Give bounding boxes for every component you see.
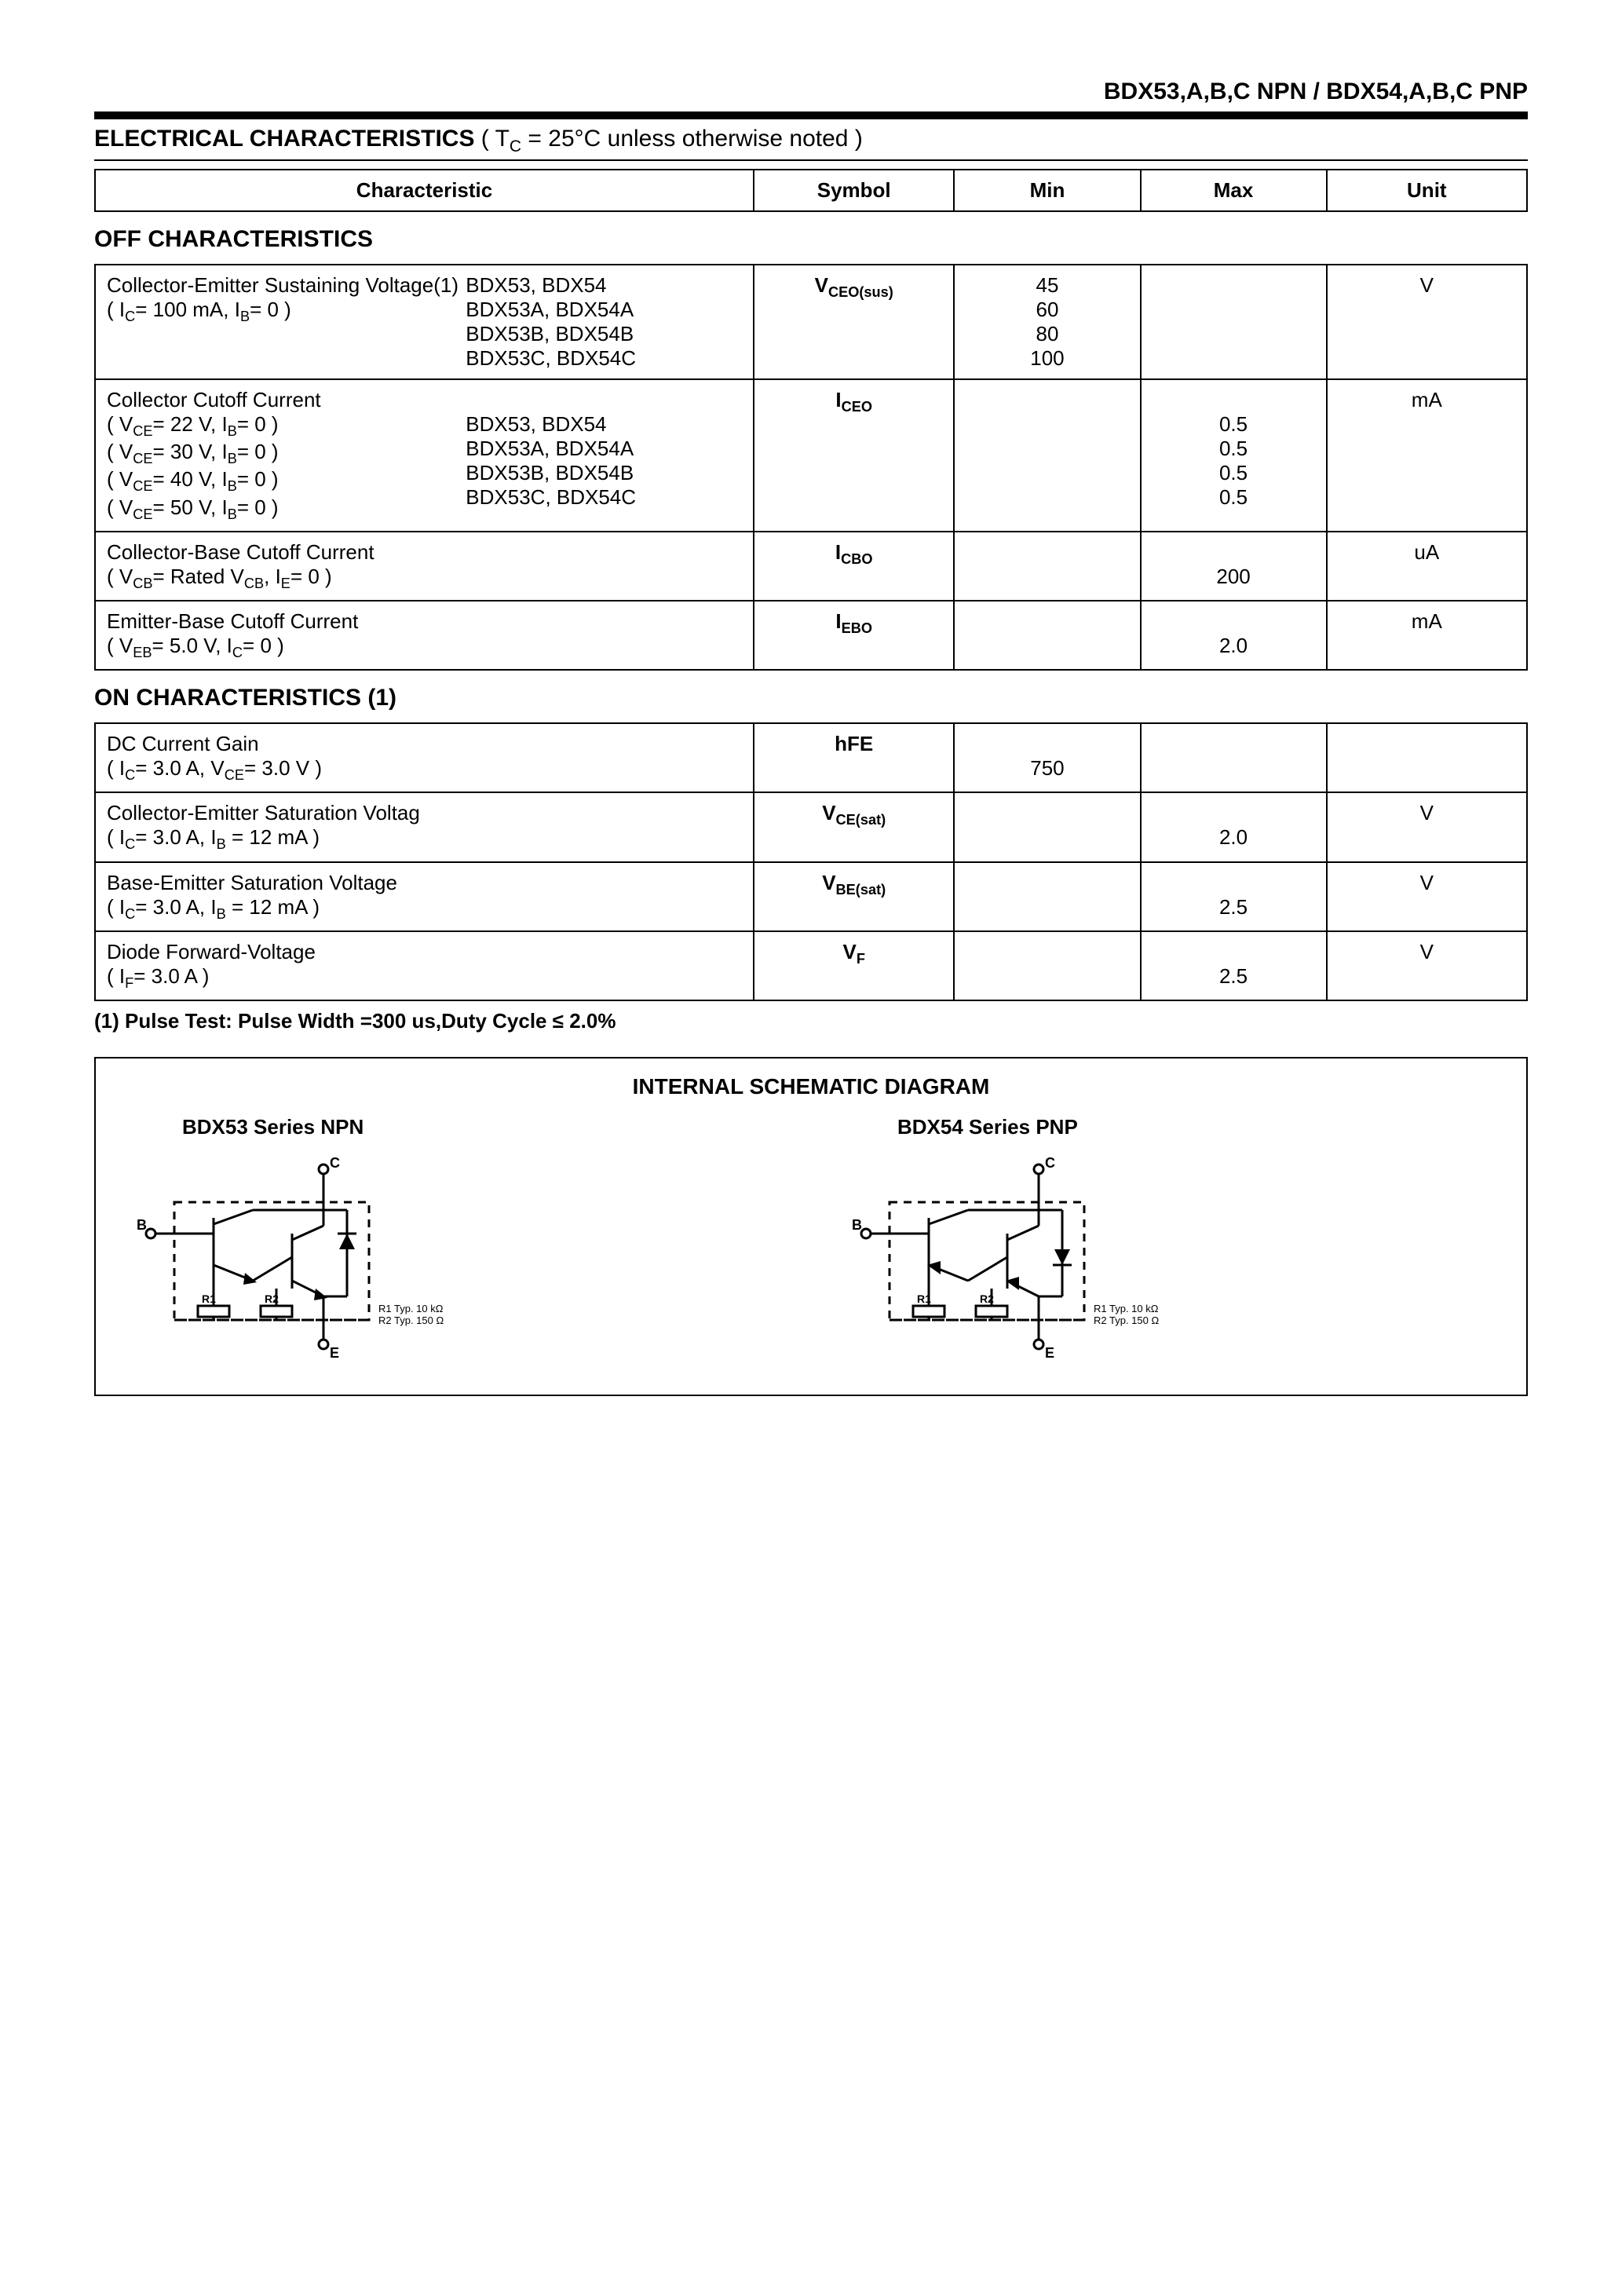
cell-characteristic: Base-Emitter Saturation Voltage( IC= 3.0…	[95, 862, 754, 931]
cell-unit: mA	[1327, 601, 1527, 670]
cell-characteristic: Collector-Emitter Saturation Voltag( IC=…	[95, 792, 754, 861]
schematic-box: INTERNAL SCHEMATIC DIAGRAM BDX53 Series …	[94, 1057, 1528, 1396]
cell-max: 2.5	[1141, 862, 1327, 931]
svg-text:R1: R1	[202, 1292, 216, 1305]
cell-symbol: VCE(sat)	[754, 792, 954, 861]
r-note-4: R2 Typ. 150 Ω	[1094, 1314, 1159, 1326]
cell-characteristic: Diode Forward-Voltage( IF= 3.0 A )	[95, 931, 754, 1000]
cell-symbol: VCEO(sus)	[754, 265, 954, 379]
pnp-label: BDX54 Series PNP	[835, 1115, 1503, 1139]
col-unit: Unit	[1327, 170, 1527, 211]
on-table: DC Current Gain( IC= 3.0 A, VCE= 3.0 V )…	[94, 722, 1528, 1001]
cell-unit: V	[1327, 792, 1527, 861]
cell-unit: V	[1327, 862, 1527, 931]
cell-symbol: hFE	[754, 723, 954, 792]
col-max: Max	[1141, 170, 1327, 211]
cell-characteristic: Collector-Base Cutoff Current( VCB= Rate…	[95, 532, 754, 601]
table-row: DC Current Gain( IC= 3.0 A, VCE= 3.0 V )…	[95, 723, 1527, 792]
r-note-2: R2 Typ. 150 Ω	[378, 1314, 444, 1326]
table-row: Emitter-Base Cutoff Current( VEB= 5.0 V,…	[95, 601, 1527, 670]
cell-symbol: ICEO	[754, 379, 954, 532]
cell-characteristic: Collector Cutoff Current( VCE= 22 V, IB=…	[95, 379, 754, 532]
table-row: Collector-Emitter Sustaining Voltage(1)(…	[95, 265, 1527, 379]
cell-max: 2.0	[1141, 601, 1327, 670]
npn-label: BDX53 Series NPN	[119, 1115, 787, 1139]
cell-min	[954, 379, 1140, 532]
cell-min	[954, 532, 1140, 601]
npn-schematic-svg: C B E R1 R2 R1 Typ. 10 kΩ R2 Typ. 150 Ω	[119, 1155, 449, 1359]
pnp-schematic-svg: C B E R1 R2 R1 Typ. 10 kΩ R2 Typ. 150 Ω	[835, 1155, 1164, 1359]
svg-text:R2: R2	[980, 1292, 994, 1305]
cell-max: 200	[1141, 532, 1327, 601]
cell-max	[1141, 265, 1327, 379]
cell-characteristic: DC Current Gain( IC= 3.0 A, VCE= 3.0 V )	[95, 723, 754, 792]
cell-min	[954, 931, 1140, 1000]
col-min: Min	[954, 170, 1140, 211]
cell-symbol: IEBO	[754, 601, 954, 670]
cell-max: 0.50.50.50.5	[1141, 379, 1327, 532]
cell-unit: uA	[1327, 532, 1527, 601]
schematic-npn: BDX53 Series NPN	[119, 1115, 787, 1363]
columns-table: Characteristic Symbol Min Max Unit	[94, 169, 1528, 212]
cell-unit: mA	[1327, 379, 1527, 532]
svg-text:E: E	[1045, 1345, 1054, 1359]
title-text: ELECTRICAL CHARACTERISTICS	[94, 126, 474, 152]
cell-min	[954, 862, 1140, 931]
col-symbol: Symbol	[754, 170, 954, 211]
page-header: BDX53,A,B,C NPN / BDX54,A,B,C PNP	[94, 79, 1528, 105]
cell-min	[954, 792, 1140, 861]
table-row: Collector Cutoff Current( VCE= 22 V, IB=…	[95, 379, 1527, 532]
col-characteristic: Characteristic	[95, 170, 754, 211]
table-row: Diode Forward-Voltage( IF= 3.0 A )VF 2.5V	[95, 931, 1527, 1000]
cell-symbol: VF	[754, 931, 954, 1000]
schematic-title: INTERNAL SCHEMATIC DIAGRAM	[119, 1074, 1503, 1099]
cell-symbol: ICBO	[754, 532, 954, 601]
rule-top	[94, 112, 1528, 119]
table-row: Collector-Emitter Saturation Voltag( IC=…	[95, 792, 1527, 861]
table-row: Base-Emitter Saturation Voltage( IC= 3.0…	[95, 862, 1527, 931]
svg-text:R1: R1	[917, 1292, 931, 1305]
section-title: ELECTRICAL CHARACTERISTICS ( TC = 25°C u…	[94, 122, 1528, 161]
cell-characteristic: Collector-Emitter Sustaining Voltage(1)(…	[95, 265, 754, 379]
cell-symbol: VBE(sat)	[754, 862, 954, 931]
svg-text:R2: R2	[265, 1292, 279, 1305]
off-table: Collector-Emitter Sustaining Voltage(1)(…	[94, 264, 1528, 671]
svg-text:B: B	[852, 1217, 862, 1233]
cell-unit: V	[1327, 265, 1527, 379]
r-note-1: R1 Typ. 10 kΩ	[378, 1303, 444, 1314]
cell-unit	[1327, 723, 1527, 792]
cell-max: 2.0	[1141, 792, 1327, 861]
on-heading: ON CHARACTERISTICS (1)	[94, 685, 1528, 711]
cell-characteristic: Emitter-Base Cutoff Current( VEB= 5.0 V,…	[95, 601, 754, 670]
cell-min: 456080100	[954, 265, 1140, 379]
svg-text:B: B	[137, 1217, 147, 1233]
svg-text:C: C	[330, 1155, 340, 1171]
cell-max	[1141, 723, 1327, 792]
cell-max: 2.5	[1141, 931, 1327, 1000]
svg-text:E: E	[330, 1345, 339, 1359]
cell-unit: V	[1327, 931, 1527, 1000]
svg-text:C: C	[1045, 1155, 1055, 1171]
cell-min: 750	[954, 723, 1140, 792]
off-heading: OFF CHARACTERISTICS	[94, 226, 1528, 253]
r-note-3: R1 Typ. 10 kΩ	[1094, 1303, 1159, 1314]
table-row: Collector-Base Cutoff Current( VCB= Rate…	[95, 532, 1527, 601]
schematic-pnp: BDX54 Series PNP	[835, 1115, 1503, 1363]
cell-min	[954, 601, 1140, 670]
footnote: (1) Pulse Test: Pulse Width =300 us,Duty…	[94, 1009, 1528, 1033]
title-cond: ( TC = 25°C unless otherwise noted )	[481, 126, 863, 152]
